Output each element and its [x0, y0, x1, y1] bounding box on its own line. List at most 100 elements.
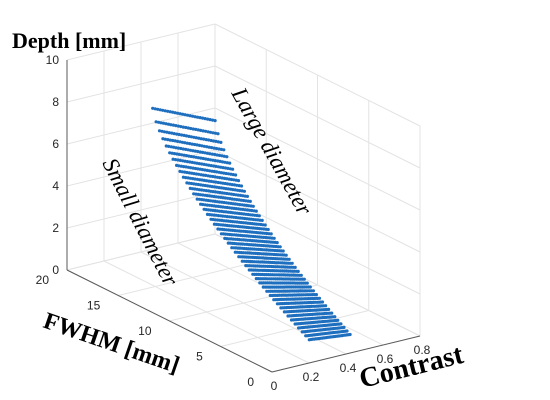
data-point	[311, 289, 315, 293]
z-tick-label: 8	[52, 95, 59, 109]
data-point	[189, 154, 193, 159]
data-point	[219, 140, 223, 144]
data-point	[204, 173, 208, 177]
data-point	[203, 117, 207, 121]
data-point	[151, 106, 155, 110]
data-point	[186, 126, 190, 130]
x-tick-label: 0.4	[340, 361, 357, 375]
data-point	[239, 184, 244, 188]
data-point	[187, 134, 191, 138]
data-point	[168, 138, 172, 142]
data-point	[183, 159, 187, 163]
data-point	[169, 123, 173, 127]
data-point	[209, 138, 213, 143]
grid-line-floor-y	[220, 310, 369, 347]
data-point	[180, 170, 184, 174]
data-point	[178, 158, 182, 162]
data-point	[205, 179, 209, 183]
grid-line-sidewall-z	[214, 233, 421, 337]
data-point	[305, 281, 309, 285]
data-point	[272, 236, 276, 240]
data-point	[269, 232, 273, 236]
data-point	[209, 164, 213, 168]
data-point	[242, 189, 246, 193]
data-point	[163, 109, 167, 113]
data-point	[207, 163, 211, 167]
data-point	[225, 177, 229, 181]
data-point	[176, 146, 180, 150]
y-tick-label: 10	[138, 324, 152, 338]
data-point	[348, 332, 352, 337]
data-point	[166, 109, 170, 113]
data-point	[186, 113, 190, 117]
data-point	[219, 165, 223, 169]
data-point	[214, 164, 218, 168]
data-point	[177, 132, 181, 137]
data-point	[222, 148, 226, 152]
data-point	[232, 178, 236, 182]
x-axis-line	[271, 335, 421, 373]
data-point	[213, 152, 217, 157]
data-point	[200, 162, 204, 166]
data-point	[181, 112, 185, 116]
data-point	[156, 107, 160, 111]
data-point	[219, 147, 223, 151]
data-point	[302, 277, 306, 281]
data-point	[171, 123, 175, 127]
data-point	[238, 203, 242, 207]
data-point	[189, 135, 193, 139]
data-point	[212, 169, 216, 174]
data-point	[176, 158, 180, 162]
data-point	[179, 146, 183, 151]
data-point	[211, 158, 215, 162]
data-point	[182, 153, 186, 157]
data-point	[287, 257, 291, 261]
data-point	[199, 137, 203, 141]
data-point	[177, 152, 181, 156]
data-point	[226, 166, 230, 170]
data-point	[184, 147, 188, 151]
data-point	[197, 162, 201, 166]
data-point	[179, 164, 183, 168]
data-point	[196, 128, 200, 132]
data-point	[254, 209, 258, 213]
data-point	[193, 142, 197, 147]
data-point	[345, 329, 349, 333]
data-point	[275, 241, 279, 245]
data-point	[216, 159, 220, 163]
data-point	[235, 183, 239, 187]
data-point	[216, 140, 220, 144]
data-point	[215, 170, 219, 174]
data-point	[260, 218, 264, 222]
data-point	[165, 130, 169, 134]
data-point	[208, 130, 213, 134]
data-point	[206, 130, 210, 134]
y-axis-title: FWHM [mm]	[40, 308, 183, 379]
data-point	[245, 194, 249, 198]
data-point	[296, 269, 300, 273]
data-point	[320, 300, 325, 304]
data-point	[201, 156, 205, 161]
data-point	[177, 164, 181, 168]
data-point	[189, 166, 193, 170]
data-point	[183, 113, 187, 117]
data-point	[293, 265, 297, 269]
data-point	[204, 157, 208, 161]
data-point	[218, 159, 222, 163]
data-point	[248, 199, 252, 203]
data-point	[225, 182, 230, 186]
data-point	[196, 149, 200, 154]
grid-line-floor-y	[118, 259, 267, 296]
data-point	[202, 144, 206, 148]
data-point	[174, 146, 178, 150]
grid-line-backwall-z	[66, 191, 216, 229]
data-point	[204, 129, 208, 133]
data-point	[203, 151, 207, 155]
data-point	[336, 318, 340, 322]
data-point	[290, 261, 294, 265]
data-point	[257, 214, 261, 218]
data-point	[202, 162, 206, 166]
data-point	[196, 167, 200, 171]
data-point	[213, 159, 217, 163]
